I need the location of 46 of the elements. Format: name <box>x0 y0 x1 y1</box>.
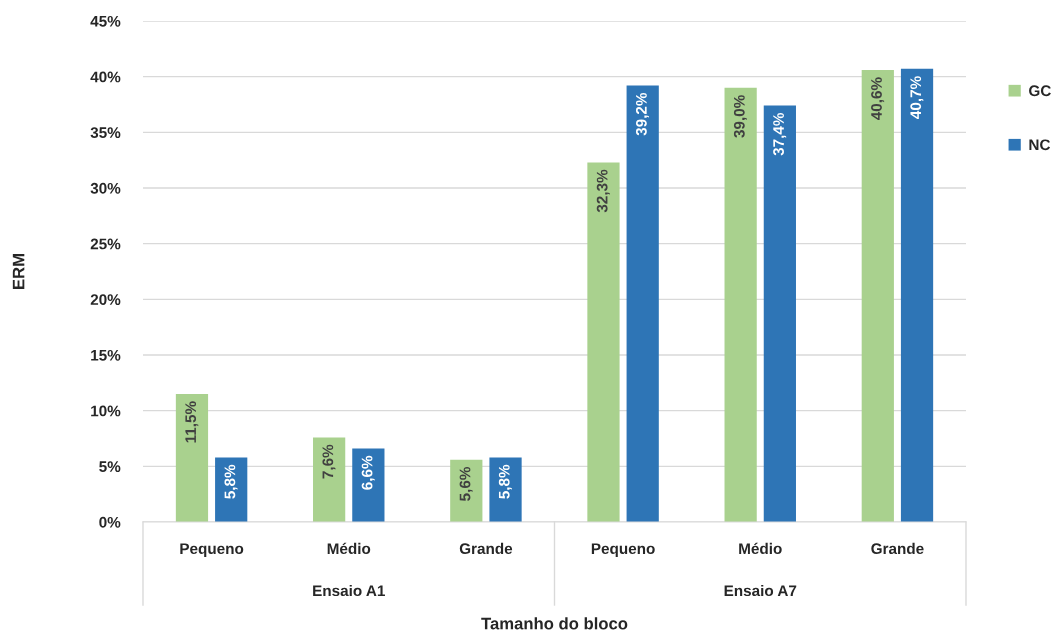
bar <box>861 69 894 522</box>
legend-label: NC <box>1029 139 1051 151</box>
y-tick-label: 10% <box>91 405 121 417</box>
data-label: 40,7% <box>910 76 924 119</box>
y-tick-label: 15% <box>91 349 121 361</box>
data-label: 39,0% <box>733 95 747 138</box>
y-tick-label: 0% <box>99 516 121 528</box>
y-tick-label: 45% <box>90 15 121 27</box>
x-tick-label: Grande <box>459 542 513 555</box>
data-label: 5,6% <box>459 467 473 501</box>
data-label: 5,8% <box>224 464 238 499</box>
bar <box>450 459 483 522</box>
y-tick-label: 40% <box>90 71 121 83</box>
data-label: 39,2% <box>635 92 650 136</box>
y-tick-label: 5% <box>99 461 121 473</box>
data-label: 11,5% <box>185 401 199 443</box>
bar <box>489 457 522 522</box>
data-label: 32,3% <box>596 169 610 213</box>
y-tick-label: 30% <box>90 182 121 194</box>
data-label: 37,4% <box>773 112 787 156</box>
x-axis-title: Tamanho do bloco <box>481 617 628 630</box>
data-label: 7,6% <box>322 444 336 479</box>
bar <box>626 85 659 522</box>
y-tick-label: 25% <box>90 238 121 250</box>
bar <box>175 393 209 522</box>
x-tick-label: Pequeno <box>180 543 244 558</box>
y-tick-label: 35% <box>90 127 121 139</box>
x-tick-label: Médio <box>739 542 782 555</box>
text: Ensaio A7 <box>724 584 797 597</box>
bar <box>900 68 934 522</box>
data-label: 40,6% <box>871 77 885 121</box>
bar <box>724 87 757 522</box>
data-label: 5,8% <box>498 464 512 499</box>
x-tick-label: Grande <box>871 542 924 555</box>
x-tick-label: Médio <box>327 542 371 555</box>
bar <box>215 457 248 522</box>
y-axis-title: ERM <box>12 254 25 289</box>
text: Ensaio A1 <box>313 584 385 597</box>
data-label: 6,6% <box>361 455 375 490</box>
bar <box>313 437 346 522</box>
bar <box>763 105 796 522</box>
x-tick-label: Pequeno <box>591 543 655 558</box>
bar <box>352 448 385 522</box>
legend-label: GC <box>1029 85 1051 97</box>
y-tick-label: 20% <box>90 294 121 306</box>
bar <box>587 162 620 522</box>
